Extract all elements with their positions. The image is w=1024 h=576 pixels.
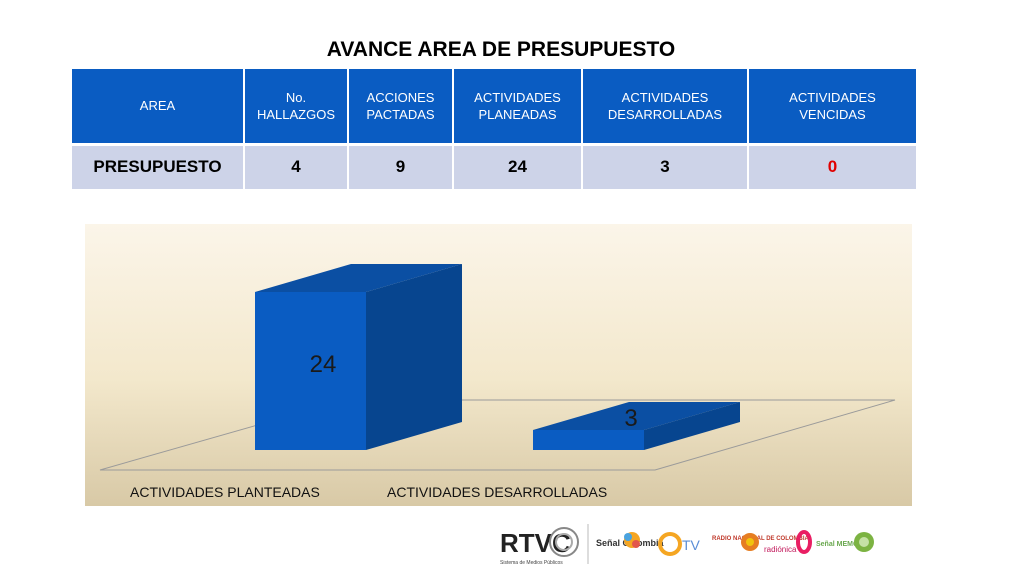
rtvc-logo-text: RTVC: [500, 528, 571, 558]
header-label: ACCIONES PACTADAS: [366, 89, 435, 122]
table-header-row: AREA No. HALLAZGOS ACCIONES PACTADAS ACT…: [72, 69, 916, 146]
cell-hallazgos: 4: [244, 144, 349, 189]
bar-side-face: [644, 402, 740, 450]
rtvc-emblem-icon: [549, 527, 579, 557]
cell-actividades-planeadas: 24: [453, 144, 583, 189]
bar: [255, 292, 366, 450]
radio-nacional-text: RADIO NACIONAL DE COLOMBIA: [712, 536, 810, 542]
senal-colombia-logo: Señal Colombia: [596, 532, 665, 548]
table-row: PRESUPUESTO 4 9 24 3 0: [72, 144, 916, 189]
summary-table: AREA No. HALLAZGOS ACCIONES PACTADAS ACT…: [72, 69, 916, 189]
cell-area: PRESUPUESTO: [72, 144, 245, 189]
chart-floor-outline: [99, 399, 896, 471]
tv-ring-icon: [658, 532, 682, 556]
chart-panel: 24 3 ACTIVIDADES PLANTEADAS ACTIVIDADES DES…: [85, 224, 912, 506]
radionica-icon: [796, 530, 812, 554]
cell-acciones-pactadas: 9: [348, 144, 454, 189]
header-area: AREA: [72, 69, 245, 146]
header-actividades-planeadas: ACTIVIDADES PLANEADAS: [453, 69, 583, 146]
header-acciones-pactadas: ACCIONES PACTADAS: [348, 69, 454, 146]
logo-strip: RTVC Sistema de Medios Públicos Señal Co…: [500, 524, 874, 566]
bar-top-face: [255, 264, 462, 292]
rtvc-logo-subtext: Sistema de Medios Públicos: [500, 560, 563, 566]
bar-chart: 24 3 ACTIVIDADES PLANTEADAS ACTIVIDADES DES…: [99, 264, 896, 500]
bar: [533, 430, 644, 450]
radionica-logo: radiónica: [764, 530, 812, 554]
bar-side-face: [366, 264, 462, 450]
senal-memoria-logo: Señal MEMORIA: [816, 532, 874, 552]
data-label: 24: [310, 351, 337, 378]
header-label: ACTIVIDADES VENCIDAS: [789, 89, 876, 122]
header-label: ACTIVIDADES DESARROLLADAS: [607, 89, 723, 122]
radionica-text: radiónica: [764, 545, 797, 554]
senal-memoria-text: Señal MEMORIA: [816, 541, 870, 548]
header-label: No. HALLAZGOS: [256, 89, 336, 122]
header-hallazgos: No. HALLAZGOS: [244, 69, 349, 146]
cell-actividades-desarrolladas: 3: [582, 144, 749, 189]
bar-top-face: [533, 402, 740, 430]
rtvc-logo: RTVC Sistema de Medios Públicos: [500, 524, 589, 566]
category-label: ACTIVIDADES PLANTEADAS: [130, 484, 320, 500]
category-label: ACTIVIDADES DESARROLLADAS: [387, 484, 607, 500]
page-title: AVANCE AREA DE PRESUPUESTO: [326, 38, 676, 61]
canal-tv-logo: TV: [658, 532, 701, 556]
tv-logo-text: TV: [682, 537, 701, 553]
cell-actividades-vencidas: 0: [748, 144, 916, 189]
header-actividades-vencidas: ACTIVIDADES VENCIDAS: [748, 69, 916, 146]
header-actividades-desarrolladas: ACTIVIDADES DESARROLLADAS: [582, 69, 749, 146]
header-label: AREA: [139, 98, 176, 114]
footer-logos: RTVC Sistema de Medios Públicos Señal Co…: [498, 520, 878, 568]
header-label: ACTIVIDADES PLANEADAS: [474, 89, 561, 122]
radio-nacional-logo: RADIO NACIONAL DE COLOMBIA: [712, 533, 810, 551]
data-label: 3: [624, 405, 637, 432]
